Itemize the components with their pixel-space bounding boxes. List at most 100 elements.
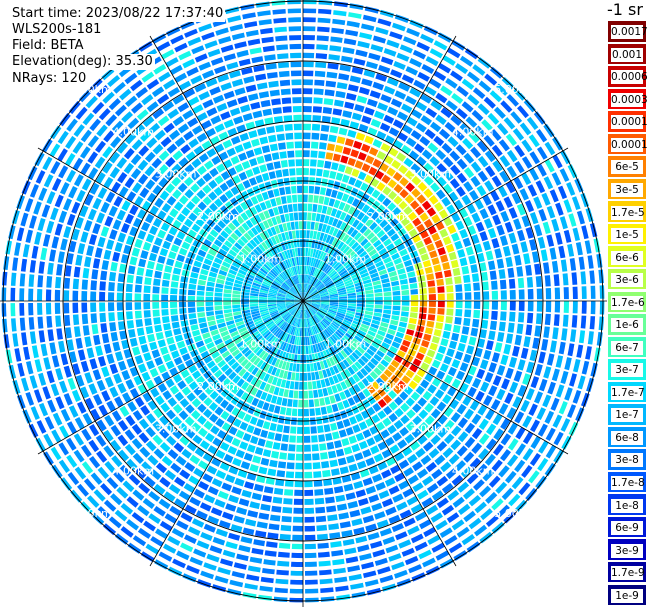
data-cell — [43, 174, 54, 188]
data-cell — [276, 298, 286, 301]
data-cell — [154, 324, 163, 333]
data-cell — [401, 289, 410, 296]
data-cell — [211, 457, 222, 467]
data-cell — [308, 308, 315, 316]
data-cell — [407, 348, 417, 357]
data-cell — [522, 448, 534, 461]
data-cell — [31, 345, 39, 359]
data-cell — [81, 279, 88, 290]
data-cell — [388, 324, 398, 331]
data-cell — [315, 259, 321, 268]
data-cell — [173, 442, 185, 453]
data-cell — [315, 515, 327, 523]
data-cell — [161, 455, 173, 467]
data-cell — [271, 152, 280, 161]
data-cell — [178, 410, 189, 421]
data-cell — [185, 257, 194, 265]
data-cell — [229, 24, 243, 32]
data-cell — [279, 321, 286, 329]
data-cell — [303, 17, 316, 23]
data-cell — [441, 504, 455, 516]
data-cell — [299, 381, 303, 390]
data-cell — [92, 258, 101, 269]
data-cell — [489, 320, 497, 331]
data-cell — [303, 185, 309, 194]
data-cell — [491, 301, 498, 310]
data-cell — [98, 108, 111, 121]
data-cell — [126, 191, 137, 202]
data-cell — [380, 429, 390, 439]
data-cell — [314, 497, 325, 505]
data-cell — [428, 307, 436, 314]
data-cell — [482, 291, 490, 300]
data-cell — [549, 340, 557, 353]
data-cell — [476, 140, 488, 153]
data-cell — [348, 301, 357, 304]
data-cell — [436, 441, 448, 452]
data-cell — [196, 360, 205, 369]
data-cell — [115, 351, 124, 362]
data-cell — [339, 222, 347, 231]
data-cell — [516, 203, 526, 216]
data-cell — [489, 90, 503, 103]
data-cell — [296, 294, 303, 301]
data-cell — [418, 409, 429, 420]
data-cell — [408, 564, 422, 574]
data-cell — [256, 475, 266, 484]
data-cell — [357, 201, 366, 210]
data-cell — [34, 359, 43, 373]
data-cell — [164, 265, 173, 273]
data-cell — [581, 301, 587, 314]
data-cell — [381, 174, 391, 184]
data-cell — [313, 315, 320, 323]
data-cell — [304, 283, 308, 293]
data-cell — [209, 135, 221, 146]
data-cell — [328, 450, 337, 459]
data-cell — [420, 253, 430, 262]
data-cell — [437, 414, 448, 425]
data-cell — [135, 87, 148, 99]
data-cell — [153, 448, 165, 460]
data-cell — [137, 159, 149, 171]
data-cell — [349, 253, 358, 261]
data-cell — [451, 378, 461, 389]
data-cell — [332, 153, 341, 162]
data-cell — [193, 260, 202, 268]
data-cell — [198, 61, 211, 71]
data-cell — [265, 261, 273, 270]
data-cell — [384, 155, 394, 165]
data-cell — [555, 355, 564, 368]
data-cell — [368, 248, 377, 257]
data-cell — [225, 276, 235, 283]
data-cell — [205, 291, 214, 297]
data-cell — [251, 284, 261, 290]
data-cell — [208, 271, 218, 278]
data-cell — [120, 503, 134, 515]
data-cell — [224, 285, 233, 290]
data-cell — [234, 352, 243, 361]
data-cell — [392, 432, 402, 442]
data-cell — [394, 369, 404, 379]
data-cell — [226, 320, 235, 326]
data-cell — [345, 312, 355, 318]
data-cell — [279, 151, 287, 159]
data-cell — [186, 66, 199, 77]
data-cell — [304, 318, 306, 328]
data-cell — [319, 322, 326, 330]
data-cell — [143, 285, 151, 293]
data-cell — [296, 168, 303, 176]
data-cell — [249, 501, 260, 510]
data-cell — [119, 263, 127, 273]
data-cell — [335, 229, 343, 239]
data-cell — [325, 315, 333, 322]
data-cell — [268, 208, 275, 217]
data-cell — [297, 318, 301, 328]
data-cell — [435, 149, 447, 160]
data-cell — [293, 212, 299, 221]
data-cell — [304, 480, 313, 488]
data-cell — [285, 299, 294, 301]
data-cell — [316, 312, 324, 319]
data-cell — [258, 512, 270, 520]
data-cell — [288, 159, 295, 167]
data-cell — [59, 425, 70, 439]
